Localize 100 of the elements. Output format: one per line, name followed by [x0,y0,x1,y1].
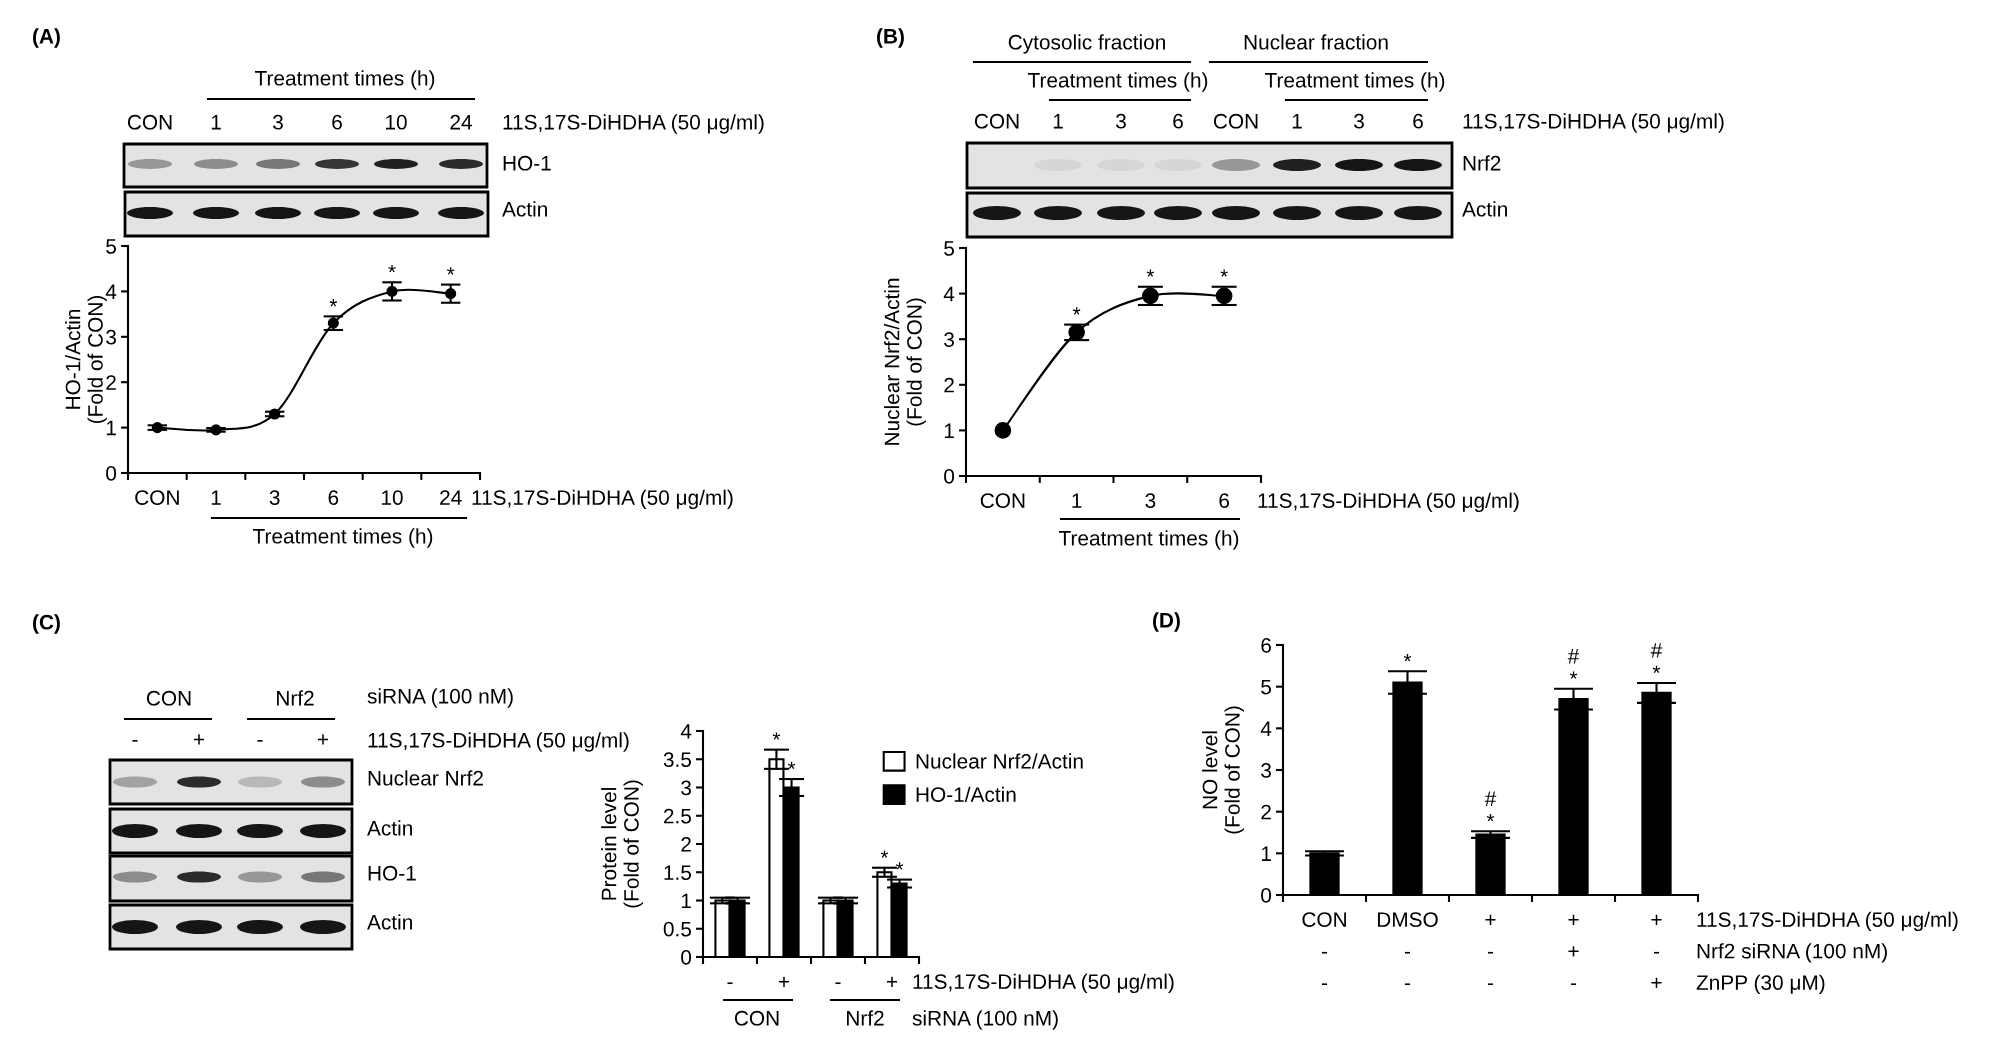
text: CON [1213,113,1258,129]
y-tick-label: 1.5 [664,865,692,880]
text: Cytosolic fraction [1008,34,1165,54]
point [1068,324,1085,341]
x-tick-label: 3 [269,490,280,505]
text: CON [127,114,172,130]
y-tick-label: 4 [943,286,955,302]
y-tick-label: 5 [106,239,117,254]
data-label: # * [1484,791,1497,822]
data-label: * [880,850,889,858]
text: Treatment times (h) [254,70,435,90]
y-tick-label: 1 [106,420,116,436]
category-label: + - + [1651,914,1662,988]
chart-title: (D) [1153,612,1180,632]
x-axis-title: 11S,17S-DiHDHA (50 μg/ml) Nrf2 siRNA (100 nM) ZnPP (30 μM) [1696,911,1958,995]
y-tick-label: 4 [105,284,117,299]
y-axis-title: Nuclear Nrf2/Actin (Fold of CON) [884,278,926,445]
y-tick-label: 3 [681,780,691,796]
y-tick-label: 0 [681,950,692,965]
text: CON [974,113,1019,129]
text: Nrf2 [847,1010,884,1026]
chart-title: (B) [877,28,904,48]
text: 3 [273,114,283,130]
text: 11S,17S-DiHDHA (50 μg/ml) [368,732,629,752]
text: + [193,734,205,745]
y-tick-label: 0 [944,469,955,484]
text: Treatment times (h) [252,528,433,548]
text: Treatment times (h) [1264,72,1445,92]
data-label: * [1146,269,1155,277]
y-tick-label: 2.5 [663,808,692,824]
data-label: * [787,761,796,770]
category-label: CON - - [1302,912,1346,986]
x-tick-label: CON [135,490,179,505]
y-tick-label: 1 [681,893,691,909]
text: 3 [1116,113,1126,129]
y-tick-label: 3 [1261,763,1271,778]
data-label: * [1072,307,1081,315]
text: Nrf2 [277,690,314,706]
text: Treatment times (h) [1027,72,1208,92]
text: 24 [450,114,472,130]
data-label: * [772,732,781,740]
y-axis-title: NO level (Fold of CON) [1202,706,1244,834]
y-tick-label: 0 [106,466,117,481]
text: 1 [211,115,221,130]
point [994,422,1012,439]
text: + [317,734,329,745]
data-label: * [895,862,904,870]
category-label: + + - [1568,914,1579,986]
point [327,317,339,329]
text: siRNA (100 nM) [367,688,513,708]
x-tick-label: 1 [1072,493,1082,508]
data-label: * [1403,653,1412,662]
x-tick-label: 10 [382,490,403,505]
data-label: # * [1650,643,1663,673]
data-label: * [329,299,338,307]
text: Actin [367,914,412,930]
point [1142,287,1159,305]
x-axis-title: 11S,17S-DiHDHA (50 μg/ml) [472,489,733,510]
text: CON [734,1010,779,1026]
y-tick-label: 2 [681,837,691,852]
text: 6 [332,114,342,130]
text: Nrf2 [1463,155,1501,171]
x-axis-title: 11S,17S-DiHDHA (50 μg/ml) [913,973,1174,994]
y-axis-title: Protein level (Fold of CON) [601,780,643,908]
data-label: * [1220,269,1228,277]
data-label: # * [1567,649,1580,679]
text: Nuclear fraction [1244,34,1388,50]
text: CON [146,690,191,706]
x-tick-label: 6 [1219,493,1229,508]
point [269,408,281,420]
y-tick-label: 5 [1261,679,1272,695]
y-tick-label: 2 [106,375,116,390]
y-tick-label: 4 [1260,721,1272,736]
y-tick-label: 3 [106,329,116,345]
text: - [132,740,138,742]
category-label: + - - [1485,914,1496,986]
text: Nuclear Nrf2 [368,770,483,786]
text: Actin [502,201,547,217]
point [151,422,163,434]
y-tick-label: 3 [944,332,954,347]
chart-title: (A) [33,28,60,48]
text: siRNA (100 nM) [912,1010,1058,1030]
data-label: * [388,265,396,273]
y-tick-label: 4 [680,724,692,739]
x-tick-label: 3 [1145,493,1156,508]
y-tick-label: 6 [1261,638,1271,653]
y-tick-label: 1 [1261,846,1271,861]
text: Treatment times (h) [1058,530,1239,550]
y-tick-label: 2 [944,377,954,393]
data-label: * [446,267,455,275]
category-label: DMSO - - [1377,912,1438,986]
text: 6 [1173,113,1183,129]
text: 3 [1354,113,1364,129]
text: 11S,17S-DiHDHA (50 μg/ml) [1463,113,1724,133]
text: 1 [1292,114,1302,129]
legend-label: Nuclear Nrf2/Actin [916,753,1083,769]
text: Actin [367,820,412,836]
x-tick-label: + [886,976,898,987]
text: 1 [1053,114,1063,129]
text: 10 [386,114,407,130]
